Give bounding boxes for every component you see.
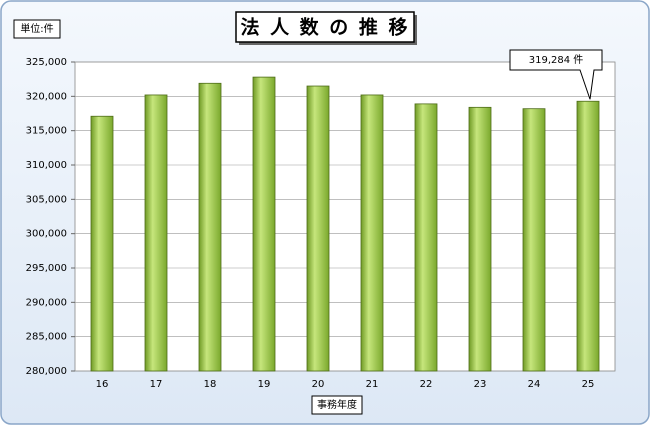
y-tick-label: 295,000 [26, 263, 67, 274]
bar [360, 94, 384, 372]
bar [306, 85, 330, 372]
bar [144, 94, 168, 372]
x-tick-label: 19 [258, 379, 271, 390]
bar [252, 76, 276, 372]
y-tick-label: 320,000 [26, 91, 67, 102]
y-tick-label: 290,000 [26, 297, 67, 308]
y-tick-label: 280,000 [26, 366, 67, 377]
y-tick-label: 315,000 [26, 126, 67, 137]
data-label: 319,284 件 [529, 54, 584, 66]
x-tick-label: 23 [474, 379, 487, 390]
bar [198, 82, 222, 372]
bar [414, 103, 438, 372]
bar [90, 115, 114, 372]
y-tick-label: 310,000 [26, 160, 67, 171]
bar [576, 100, 600, 372]
y-tick-label: 325,000 [26, 57, 67, 68]
x-tick-label: 22 [420, 379, 433, 390]
x-tick-label: 25 [582, 379, 595, 390]
unit-label: 単位:件 [20, 22, 53, 35]
unit-box [13, 19, 61, 39]
y-tick-label: 305,000 [26, 194, 67, 205]
chart-title: 法 人 数 の 推 移 [240, 16, 409, 39]
x-tick-label: 20 [312, 379, 325, 390]
bar [468, 106, 492, 372]
x-tick-label: 17 [150, 379, 163, 390]
x-tick-label: 24 [528, 379, 541, 390]
y-tick-label: 300,000 [26, 229, 67, 240]
x-tick-label: 16 [96, 379, 109, 390]
bar [522, 108, 546, 372]
x-label-box [311, 395, 363, 415]
x-axis-label: 事務年度 [317, 398, 357, 411]
y-tick-label: 285,000 [26, 332, 67, 343]
x-tick-label: 18 [204, 379, 217, 390]
x-tick-label: 21 [366, 379, 379, 390]
title-box [235, 11, 415, 43]
callout-box [509, 49, 603, 100]
